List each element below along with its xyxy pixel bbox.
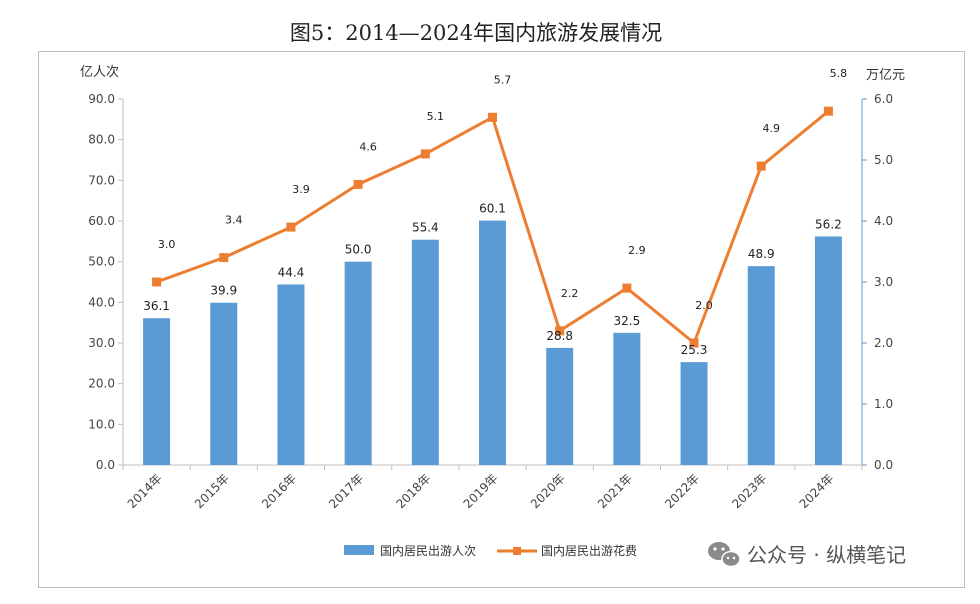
bar [210, 302, 238, 465]
right-tick-label: 0.0 [874, 458, 893, 472]
left-tick-label: 50.0 [88, 255, 115, 269]
bar-data-label: 48.9 [748, 247, 775, 261]
bar-data-label: 50.0 [345, 243, 372, 257]
left-tick-label: 70.0 [88, 173, 115, 187]
line-data-label: 4.9 [762, 122, 780, 135]
data-labels-group: 36.1 39.9 44.4 50.0 55.4 60.1 28.8 32.5 25.3 48.9… [143, 67, 847, 357]
line-marker [555, 326, 565, 336]
line-data-label: 2.0 [695, 299, 713, 312]
bar [277, 284, 305, 465]
bar [613, 332, 641, 465]
left-tick-label: 80.0 [88, 133, 115, 147]
line-marker [420, 149, 430, 159]
left-tick-label: 20.0 [88, 377, 115, 391]
right-tick-label: 4.0 [874, 214, 893, 228]
left-axis-unit: 亿人次 [80, 64, 119, 80]
bar-data-label: 28.8 [546, 329, 573, 343]
x-tick-label: 2018年 [393, 471, 433, 511]
right-tick-label: 6.0 [874, 92, 893, 106]
bar-data-label: 36.1 [143, 299, 170, 313]
bar [479, 220, 506, 465]
line-data-label: 5.8 [830, 67, 848, 80]
line-marker [286, 222, 296, 232]
x-tick-label: 2016年 [259, 471, 299, 511]
legend-line-label: 国内居民出游花费 [541, 543, 637, 558]
line-marker [152, 277, 162, 287]
bar [814, 236, 842, 465]
chart-title: 图5：2014—2024年国内旅游发展情况 [290, 21, 662, 45]
legend-bar-label: 国内居民出游人次 [380, 544, 476, 558]
right-tick-label: 1.0 [874, 397, 893, 411]
legend-line-marker [513, 547, 521, 555]
x-tick-label: 2014年 [125, 471, 165, 511]
x-tick-label: 2019年 [461, 471, 501, 511]
line-data-label: 2.9 [628, 244, 646, 257]
left-tick-label: 90.0 [88, 92, 115, 106]
bar [747, 266, 775, 465]
line-data-label: 3.0 [158, 238, 176, 251]
x-tick-label: 2015年 [192, 471, 232, 511]
line-data-label: 4.6 [359, 140, 377, 153]
line-data-label: 3.4 [225, 214, 243, 227]
line-marker [689, 338, 699, 348]
x-tick-label: 2017年 [326, 471, 366, 511]
bar [411, 239, 439, 465]
left-tick-label: 0.0 [96, 458, 115, 472]
line-group [152, 106, 833, 348]
x-tick-label: 2024年 [797, 471, 837, 511]
bar-data-label: 25.3 [681, 343, 708, 357]
legend-bar-swatch [344, 545, 374, 555]
bar-data-label: 56.2 [815, 217, 842, 231]
line-marker [219, 253, 229, 263]
watermark-text: 公众号 · 纵横笔记 [747, 543, 906, 567]
bar-data-label: 60.1 [479, 202, 506, 216]
line-marker [823, 106, 833, 116]
line-data-label: 5.7 [494, 73, 512, 86]
line-marker [756, 161, 766, 171]
bar [143, 318, 171, 465]
bar-data-label: 32.5 [614, 314, 641, 328]
x-tick-label: 2023年 [729, 471, 769, 511]
legend: 国内居民出游人次 国内居民出游花费 [344, 543, 637, 558]
line-data-label: 2.2 [561, 287, 579, 300]
left-tick-label: 10.0 [88, 417, 115, 431]
wechat-icon [708, 542, 741, 568]
left-tick-label: 40.0 [88, 295, 115, 309]
bar [546, 347, 574, 465]
right-tick-label: 3.0 [874, 275, 893, 289]
line-marker [353, 179, 363, 189]
bar-data-label: 44.4 [278, 265, 305, 279]
left-tick-label: 30.0 [88, 336, 115, 350]
bar-data-label: 55.4 [412, 221, 439, 235]
line-data-label: 5.1 [427, 110, 445, 123]
bar [680, 362, 708, 465]
line-marker [488, 112, 497, 122]
chart-frame [38, 51, 965, 588]
bars-group [143, 220, 842, 465]
x-tick-label: 2020年 [528, 471, 568, 511]
x-tick-label: 2021年 [595, 471, 635, 511]
x-tick-label: 2022年 [662, 471, 702, 511]
right-axis-unit: 万亿元 [866, 68, 905, 83]
line-data-label: 3.9 [292, 183, 310, 196]
left-tick-label: 60.0 [88, 214, 115, 228]
bar-data-label: 39.9 [210, 284, 237, 298]
right-tick-label: 5.0 [874, 153, 893, 167]
line-marker [622, 283, 632, 293]
bar [344, 261, 372, 465]
watermark: 公众号 · 纵横笔记 [708, 542, 906, 568]
right-tick-label: 2.0 [874, 336, 893, 350]
